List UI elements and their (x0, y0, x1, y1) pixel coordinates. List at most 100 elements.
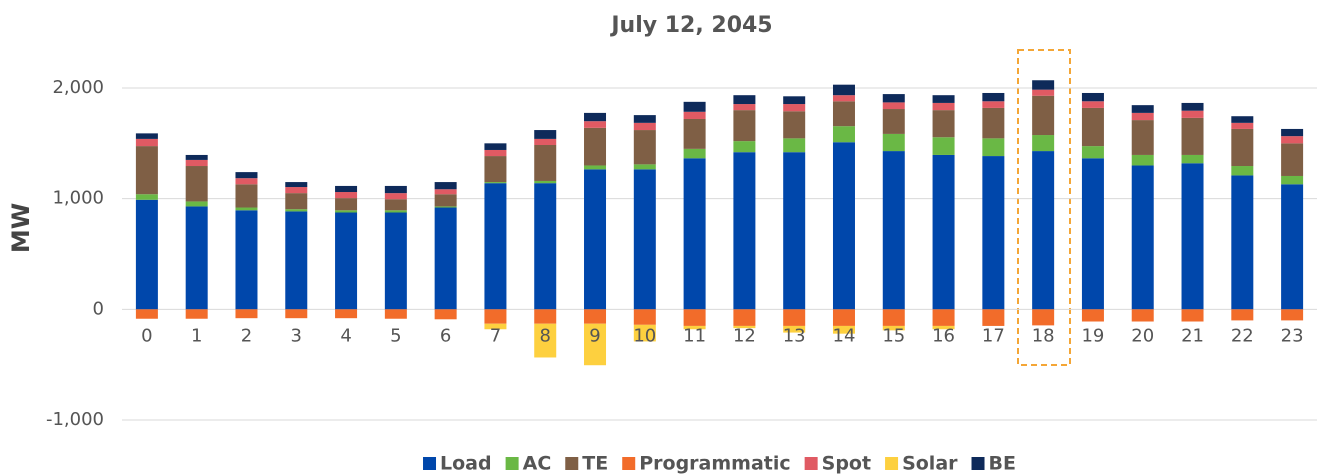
bar-segment (1131, 120, 1154, 155)
legend-swatch (622, 457, 636, 470)
bar-segment (384, 199, 407, 211)
y-tick-label: -1,000 (46, 409, 104, 430)
bar-segment (1131, 112, 1154, 121)
bar-segment (982, 101, 1005, 108)
bar-segment (1032, 89, 1055, 96)
bar-segment (584, 121, 607, 128)
bar-segment (135, 146, 158, 195)
bar-segment (683, 325, 706, 330)
bar-segment (285, 193, 308, 210)
bar-segment (1181, 110, 1204, 118)
bar-segment (783, 96, 806, 105)
bar-segment (1131, 165, 1154, 310)
bar-segment (584, 127, 607, 166)
chart-title: July 12, 2045 (609, 13, 772, 38)
bar-segment (185, 166, 208, 202)
bar-segment (135, 133, 158, 139)
legend-swatch (804, 457, 818, 470)
y-tick-label: 2,000 (52, 77, 104, 98)
x-tick-label: 1 (191, 325, 202, 346)
x-tick-label: 10 (633, 325, 656, 346)
bar-segment (1181, 163, 1204, 310)
bar-segment (733, 309, 756, 326)
bar-segment (783, 111, 806, 139)
bar-segment (733, 104, 756, 111)
bar-segment (832, 84, 855, 96)
bar-segment (683, 118, 706, 149)
bar-segment (584, 323, 607, 366)
legend-swatch (423, 457, 437, 470)
legend-label: TE (582, 453, 608, 475)
bar-segment (534, 138, 557, 145)
bar-segment (932, 325, 955, 330)
bar-segment (832, 95, 855, 102)
bar-segment (534, 180, 557, 184)
bar-segment (185, 154, 208, 160)
bar-segment (633, 164, 656, 170)
x-tick-label: 8 (540, 325, 551, 346)
bar-segment (982, 138, 1005, 157)
bar-segment (384, 193, 407, 200)
x-tick-label: 14 (833, 325, 856, 346)
bar-segment (534, 144, 557, 181)
bar-segment (882, 102, 905, 110)
x-tick-label: 15 (882, 325, 905, 346)
bar-segment (1032, 309, 1055, 326)
bar-segment (733, 95, 756, 105)
bar-segment (384, 185, 407, 194)
bar-segment (1281, 184, 1304, 310)
x-tick-label: 19 (1081, 325, 1104, 346)
bar-segment (1081, 309, 1104, 322)
bar-segment (1231, 128, 1254, 167)
bar-segment (434, 182, 457, 190)
legend-label: BE (989, 453, 1016, 475)
bar-segment (683, 309, 706, 326)
bar-segment (534, 323, 557, 358)
bar-segment (434, 189, 457, 195)
bar-segment (534, 309, 557, 324)
bar-segment (1131, 105, 1154, 113)
bar-segment (135, 199, 158, 310)
bar-segment (534, 183, 557, 310)
bar-segment (1281, 136, 1304, 144)
bar-segment (484, 323, 507, 330)
x-tick-label: 17 (982, 325, 1005, 346)
bar-segment (1231, 116, 1254, 123)
bar-segment (1281, 175, 1304, 185)
bar-segment (1231, 309, 1254, 321)
bar-segment (135, 138, 158, 147)
bar-segment (285, 209, 308, 212)
legend-label: Solar (902, 453, 958, 475)
bar-segment (484, 149, 507, 157)
bar-segment (285, 182, 308, 188)
bar-segment (484, 143, 507, 150)
x-tick-label: 13 (783, 325, 806, 346)
bar-segment (1281, 309, 1304, 321)
bar-segment (932, 102, 955, 111)
bar-segment (235, 184, 258, 208)
legend-swatch (505, 457, 519, 470)
bar-segment (185, 159, 208, 167)
bar-segment (882, 109, 905, 134)
bar-segment (1081, 158, 1104, 310)
x-tick-label: 7 (490, 325, 501, 346)
y-tick-label: 0 (93, 298, 104, 319)
legend: Load AC TE Programmatic Spot Solar BE (423, 453, 1016, 475)
x-tick-label: 4 (340, 325, 351, 346)
bar-segment (484, 182, 507, 184)
bar-segment (1231, 166, 1254, 176)
bar-segment (832, 325, 855, 334)
y-tick-label: 1,000 (52, 188, 104, 209)
bar-segment (235, 309, 258, 319)
bar-segment (235, 178, 258, 185)
bar-segment (633, 309, 656, 325)
bar-segment (1131, 154, 1154, 166)
legend-label: Load (440, 453, 492, 475)
x-tick-label: 9 (589, 325, 600, 346)
bar-segment (434, 207, 457, 310)
bar-segment (633, 169, 656, 310)
legend-label: AC (523, 453, 552, 475)
bar-segment (1081, 146, 1104, 159)
bar-segment (335, 212, 358, 310)
